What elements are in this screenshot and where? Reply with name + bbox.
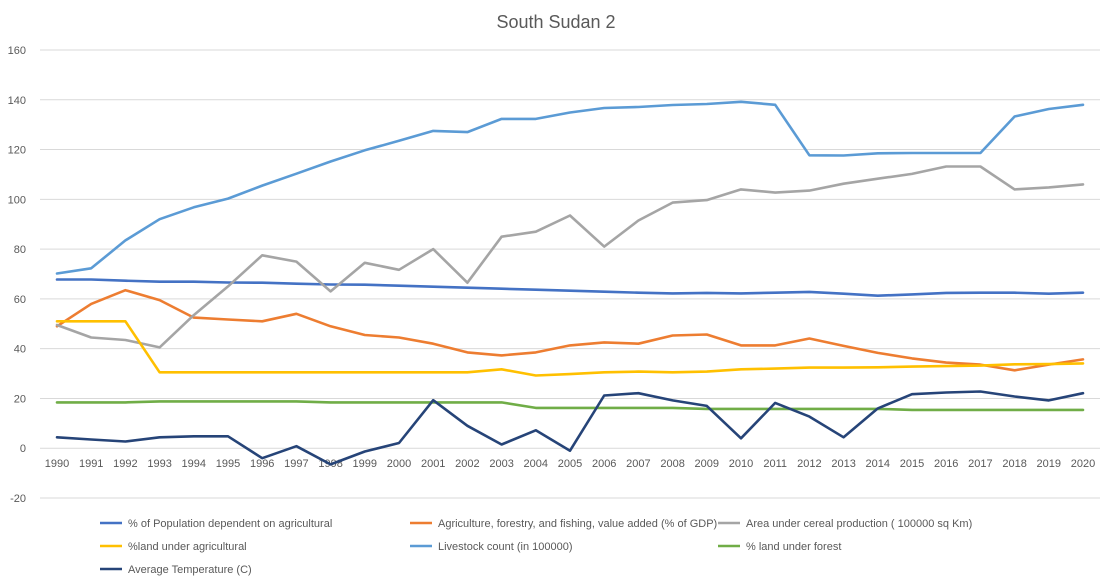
- y-tick-label: -20: [10, 493, 26, 505]
- y-tick-label: 140: [8, 95, 26, 107]
- y-tick-label: 100: [8, 194, 26, 206]
- chart-title: South Sudan 2: [496, 12, 615, 32]
- x-tick-label: 2019: [1037, 458, 1061, 470]
- series-line-0: [55, 278, 1085, 298]
- y-axis-ticks: -20 0 20 40 60 80 100 120 140 160: [8, 45, 26, 505]
- x-tick-label: 2016: [934, 458, 958, 470]
- series-line-2: [55, 165, 1085, 349]
- x-tick-label: 1996: [250, 458, 274, 470]
- y-tick-label: 160: [8, 45, 26, 57]
- x-tick-label: 2003: [489, 458, 513, 470]
- x-tick-label: 2011: [763, 458, 787, 470]
- series-line-4: [55, 100, 1085, 275]
- x-tick-label: 2020: [1071, 458, 1095, 470]
- y-tick-label: 20: [14, 393, 26, 405]
- y-tick-label: 0: [20, 443, 26, 455]
- x-tick-label: 1992: [113, 458, 137, 470]
- series-lines: [55, 100, 1085, 466]
- x-tick-label: 1990: [45, 458, 69, 470]
- y-tick-label: 40: [14, 344, 26, 356]
- x-tick-label: 2013: [831, 458, 855, 470]
- x-tick-label: 1999: [353, 458, 377, 470]
- legend-label-4: Livestock count (in 100000): [438, 541, 573, 553]
- x-tick-label: 2002: [455, 458, 479, 470]
- x-tick-label: 2015: [900, 458, 924, 470]
- x-tick-label: 2018: [1002, 458, 1026, 470]
- legend-label-6: Average Temperature (C): [128, 564, 252, 576]
- x-tick-label: 2007: [626, 458, 650, 470]
- legend: % of Population dependent on agricultura…: [100, 518, 972, 576]
- series-line-5: [55, 400, 1085, 412]
- gridlines: [40, 49, 1100, 499]
- legend-label-1: Agriculture, forestry, and fishing, valu…: [438, 518, 717, 530]
- y-tick-label: 60: [14, 294, 26, 306]
- x-tick-label: 2010: [729, 458, 753, 470]
- x-tick-label: 1993: [147, 458, 171, 470]
- x-tick-label: 2006: [592, 458, 616, 470]
- x-tick-label: 2009: [695, 458, 719, 470]
- y-tick-label: 120: [8, 145, 26, 157]
- x-tick-label: 2014: [866, 458, 890, 470]
- series-line-1: [55, 288, 1085, 372]
- legend-label-5: % land under forest: [746, 541, 841, 553]
- legend-label-3: %land under agricultural: [128, 541, 247, 553]
- legend-label-0: % of Population dependent on agricultura…: [128, 518, 332, 530]
- x-tick-label: 2000: [387, 458, 411, 470]
- series-line-6: [55, 390, 1085, 466]
- x-tick-label: 2008: [660, 458, 684, 470]
- x-tick-label: 1995: [216, 458, 240, 470]
- x-tick-label: 1991: [79, 458, 103, 470]
- x-tick-label: 1997: [284, 458, 308, 470]
- x-tick-label: 2005: [558, 458, 582, 470]
- x-tick-label: 2012: [797, 458, 821, 470]
- x-tick-label: 1994: [182, 458, 206, 470]
- x-axis-ticks: 1990 1991 1992 1993 1994 1995 1996 1997 1998 1999…: [45, 458, 1095, 470]
- x-tick-label: 2001: [421, 458, 445, 470]
- x-tick-label: 2017: [968, 458, 992, 470]
- legend-label-2: Area under cereal production ( 100000 sq…: [746, 518, 972, 530]
- series-line-3: [55, 319, 1085, 377]
- y-tick-label: 80: [14, 244, 26, 256]
- x-tick-label: 2004: [524, 458, 548, 470]
